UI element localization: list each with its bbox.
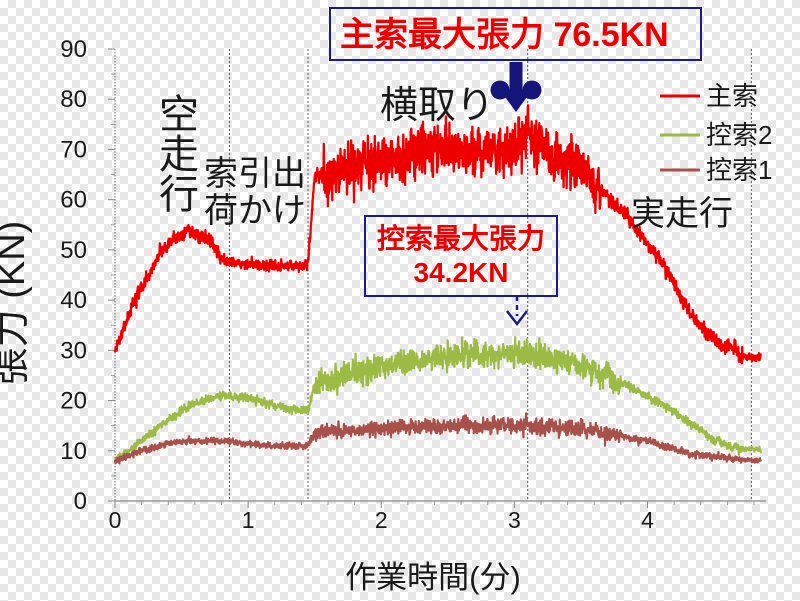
svg-text:4: 4 [641,507,654,533]
svg-text:控索1: 控索1 [706,155,772,185]
svg-text:90: 90 [60,36,87,63]
svg-text:0: 0 [109,507,122,533]
svg-text:50: 50 [60,237,87,264]
svg-text:30: 30 [60,337,87,364]
svg-text:70: 70 [60,136,87,163]
svg-text:0: 0 [74,488,87,515]
svg-text:実走行: 実走行 [631,195,733,233]
svg-text:20: 20 [60,388,87,415]
svg-text:80: 80 [60,86,87,113]
svg-text:索引出: 索引出 [204,155,306,193]
svg-text:34.2KN: 34.2KN [414,257,509,288]
svg-text:主索: 主索 [706,81,758,111]
svg-text:控索最大張力: 控索最大張力 [377,223,545,254]
svg-text:主索最大張力 76.5KN: 主索最大張力 76.5KN [340,16,669,54]
svg-text:行: 行 [159,173,199,217]
svg-text:控索2: 控索2 [706,120,772,150]
svg-text:横取り: 横取り [380,85,494,127]
svg-text:3: 3 [508,507,521,533]
svg-text:作業時間(分): 作業時間(分) [345,560,521,595]
svg-text:張力 (KN): 張力 (KN) [0,221,33,386]
svg-text:荷かけ: 荷かけ [204,192,306,230]
svg-text:60: 60 [60,187,87,214]
svg-text:空: 空 [159,93,199,137]
svg-text:2: 2 [375,507,388,533]
svg-text:40: 40 [60,287,87,314]
svg-text:10: 10 [60,438,87,465]
svg-text:走: 走 [159,133,199,177]
svg-text:1: 1 [242,507,255,533]
